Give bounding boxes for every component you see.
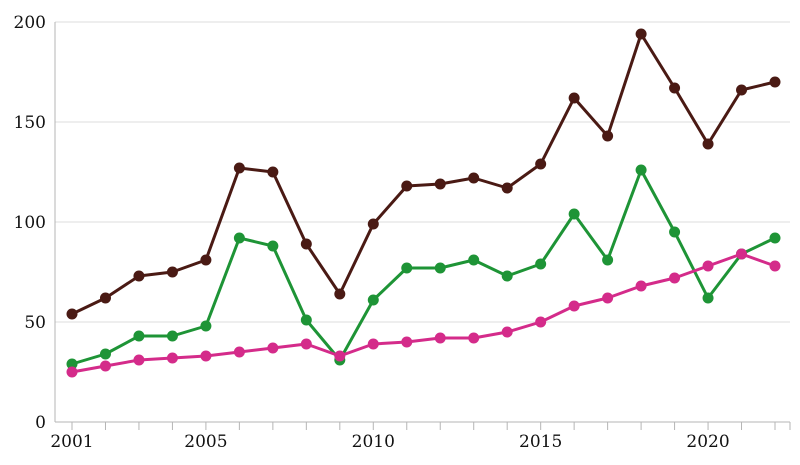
series-2-point-2004 xyxy=(166,330,178,342)
series-3-point-2004 xyxy=(166,352,178,364)
series-3-point-2001 xyxy=(66,366,78,378)
series-2-point-2022 xyxy=(769,232,781,244)
series-3-point-2009 xyxy=(334,350,346,362)
tick-labels: 0 50 100 150 200 2001 2005 2010 2015 2020 xyxy=(14,13,730,452)
series-3-point-2006 xyxy=(233,346,245,358)
series-3-point-2003 xyxy=(133,354,145,366)
series-1-point-2021 xyxy=(736,84,748,96)
series-1-point-2018 xyxy=(635,28,647,40)
series-2 xyxy=(66,164,781,370)
series-2-point-2014 xyxy=(501,270,513,282)
series-1-point-2009 xyxy=(334,288,346,300)
series-1-point-2020 xyxy=(702,138,714,150)
series-2-point-2019 xyxy=(669,226,681,238)
series-3-line xyxy=(70,252,777,374)
series-3-point-2013 xyxy=(468,332,480,344)
series-1-point-2006 xyxy=(233,162,245,174)
series-3-point-2005 xyxy=(200,350,212,362)
series-1-point-2011 xyxy=(401,180,413,192)
series-1-point-2015 xyxy=(535,158,547,170)
series-1-point-2005 xyxy=(200,254,212,266)
series-2-point-2016 xyxy=(568,208,580,220)
series-1-point-2019 xyxy=(669,82,681,94)
x-tick-label-2020: 2020 xyxy=(686,432,729,452)
series-2-point-2005 xyxy=(200,320,212,332)
series-2-point-2015 xyxy=(535,258,547,270)
series-3-point-2016 xyxy=(568,300,580,312)
series-1-point-2004 xyxy=(166,266,178,278)
series-3-point-2010 xyxy=(367,338,379,350)
series-3-point-2018 xyxy=(635,280,647,292)
series-2-point-2020 xyxy=(702,292,714,304)
series-3 xyxy=(66,248,781,378)
series-1-line xyxy=(70,32,777,316)
series-2-point-2011 xyxy=(401,262,413,274)
y-tick-label-200: 200 xyxy=(14,13,46,33)
series-2-point-2003 xyxy=(133,330,145,342)
series-2-point-2001 xyxy=(66,358,78,370)
series-3-point-2022 xyxy=(769,260,781,272)
axes xyxy=(54,22,791,430)
series-2-point-2013 xyxy=(468,254,480,266)
series-3-point-2008 xyxy=(300,338,312,350)
series-3-point-2007 xyxy=(267,342,279,354)
series-2-point-2012 xyxy=(434,262,446,274)
y-tick-label-50: 50 xyxy=(24,313,46,333)
series-2-point-2002 xyxy=(99,348,111,360)
series-3-point-2017 xyxy=(602,292,614,304)
x-tick-label-2001: 2001 xyxy=(50,432,93,452)
series-2-point-2006 xyxy=(233,232,245,244)
series-layer xyxy=(66,28,781,378)
series-1-point-2022 xyxy=(769,76,781,88)
x-tick-label-2015: 2015 xyxy=(519,432,562,452)
series-3-point-2020 xyxy=(702,260,714,272)
y-tick-label-100: 100 xyxy=(14,213,46,233)
series-3-point-2014 xyxy=(501,326,513,338)
series-2-point-2008 xyxy=(300,314,312,326)
series-2-point-2007 xyxy=(267,240,279,252)
series-1-point-2012 xyxy=(434,178,446,190)
series-2-point-2018 xyxy=(635,164,647,176)
series-1-point-2010 xyxy=(367,218,379,230)
series-1-point-2008 xyxy=(300,238,312,250)
y-tick-label-0: 0 xyxy=(35,413,46,433)
series-3-point-2012 xyxy=(434,332,446,344)
series-1 xyxy=(66,28,781,320)
series-1-point-2001 xyxy=(66,308,78,320)
series-1-point-2007 xyxy=(267,166,279,178)
series-3-point-2002 xyxy=(99,360,111,372)
series-1-point-2016 xyxy=(568,92,580,104)
x-tick-label-2005: 2005 xyxy=(184,432,227,452)
series-3-point-2021 xyxy=(736,248,748,260)
series-3-point-2019 xyxy=(669,272,681,284)
x-tick-label-2010: 2010 xyxy=(352,432,395,452)
series-3-point-2015 xyxy=(535,316,547,328)
series-2-point-2017 xyxy=(602,254,614,266)
y-tick-label-150: 150 xyxy=(14,113,46,133)
series-2-point-2010 xyxy=(367,294,379,306)
series-1-point-2014 xyxy=(501,182,513,194)
series-1-point-2017 xyxy=(602,130,614,142)
series-3-point-2011 xyxy=(401,336,413,348)
series-1-point-2013 xyxy=(468,172,480,184)
series-1-point-2003 xyxy=(133,270,145,282)
series-2-line xyxy=(70,168,777,366)
series-1-point-2002 xyxy=(99,292,111,304)
